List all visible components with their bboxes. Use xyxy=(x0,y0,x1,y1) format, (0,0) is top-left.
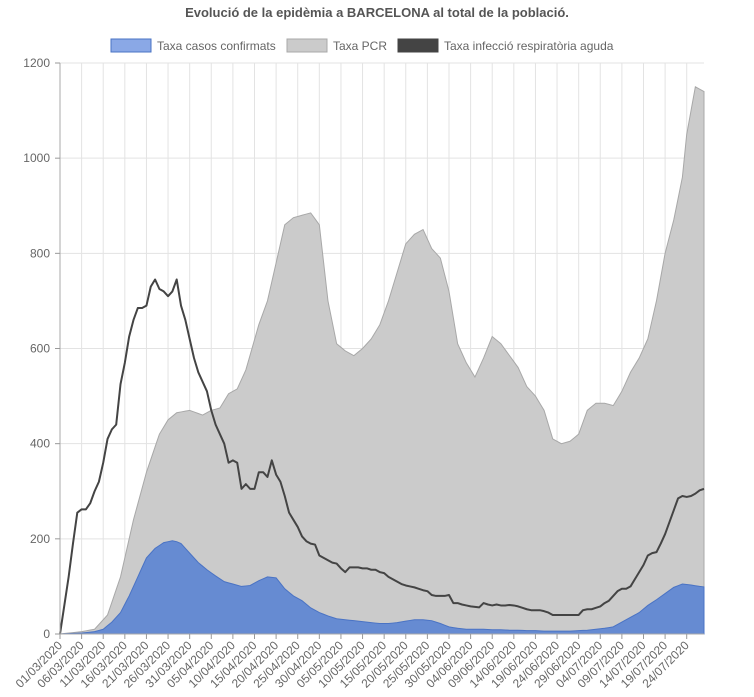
y-tick-label: 1200 xyxy=(23,56,50,70)
legend: Taxa casos confirmats Taxa PCR Taxa infecc… xyxy=(110,38,614,53)
y-tick-label: 1000 xyxy=(23,151,50,165)
legend-swatch xyxy=(286,38,328,53)
legend-swatch xyxy=(110,38,152,53)
y-tick-label: 0 xyxy=(43,627,50,641)
series-area-taxa-casos-confirmats xyxy=(59,540,705,635)
legend-label: Taxa PCR xyxy=(333,39,387,53)
series-line-taxa-infeccio-respiratoria-aguda xyxy=(59,278,705,635)
y-tick-label: 400 xyxy=(30,437,50,451)
x-axis-ticks: 01/03/202006/03/202011/03/202016/03/2020… xyxy=(13,634,692,691)
y-axis-ticks: 0 200 400 600 800 1000 1200 xyxy=(23,56,60,641)
legend-item-taxa-casos-confirmats[interactable]: Taxa casos confirmats xyxy=(110,38,276,53)
legend-item-taxa-pcr[interactable]: Taxa PCR xyxy=(286,38,387,53)
legend-swatch xyxy=(397,38,439,53)
series-areas xyxy=(59,86,705,635)
y-tick-label: 200 xyxy=(30,532,50,546)
legend-label: Taxa infecció respiratòria aguda xyxy=(444,39,614,53)
legend-item-taxa-infeccio-respiratoria-aguda[interactable]: Taxa infecció respiratòria aguda xyxy=(397,38,614,53)
series-area-taxa-pcr xyxy=(59,86,705,635)
y-tick-label: 800 xyxy=(30,246,50,260)
y-tick-label: 600 xyxy=(30,342,50,356)
legend-label: Taxa casos confirmats xyxy=(157,39,276,53)
series-lines xyxy=(59,278,705,635)
chart-title: Evolució de la epidèmia a BARCELONA al t… xyxy=(185,5,569,20)
